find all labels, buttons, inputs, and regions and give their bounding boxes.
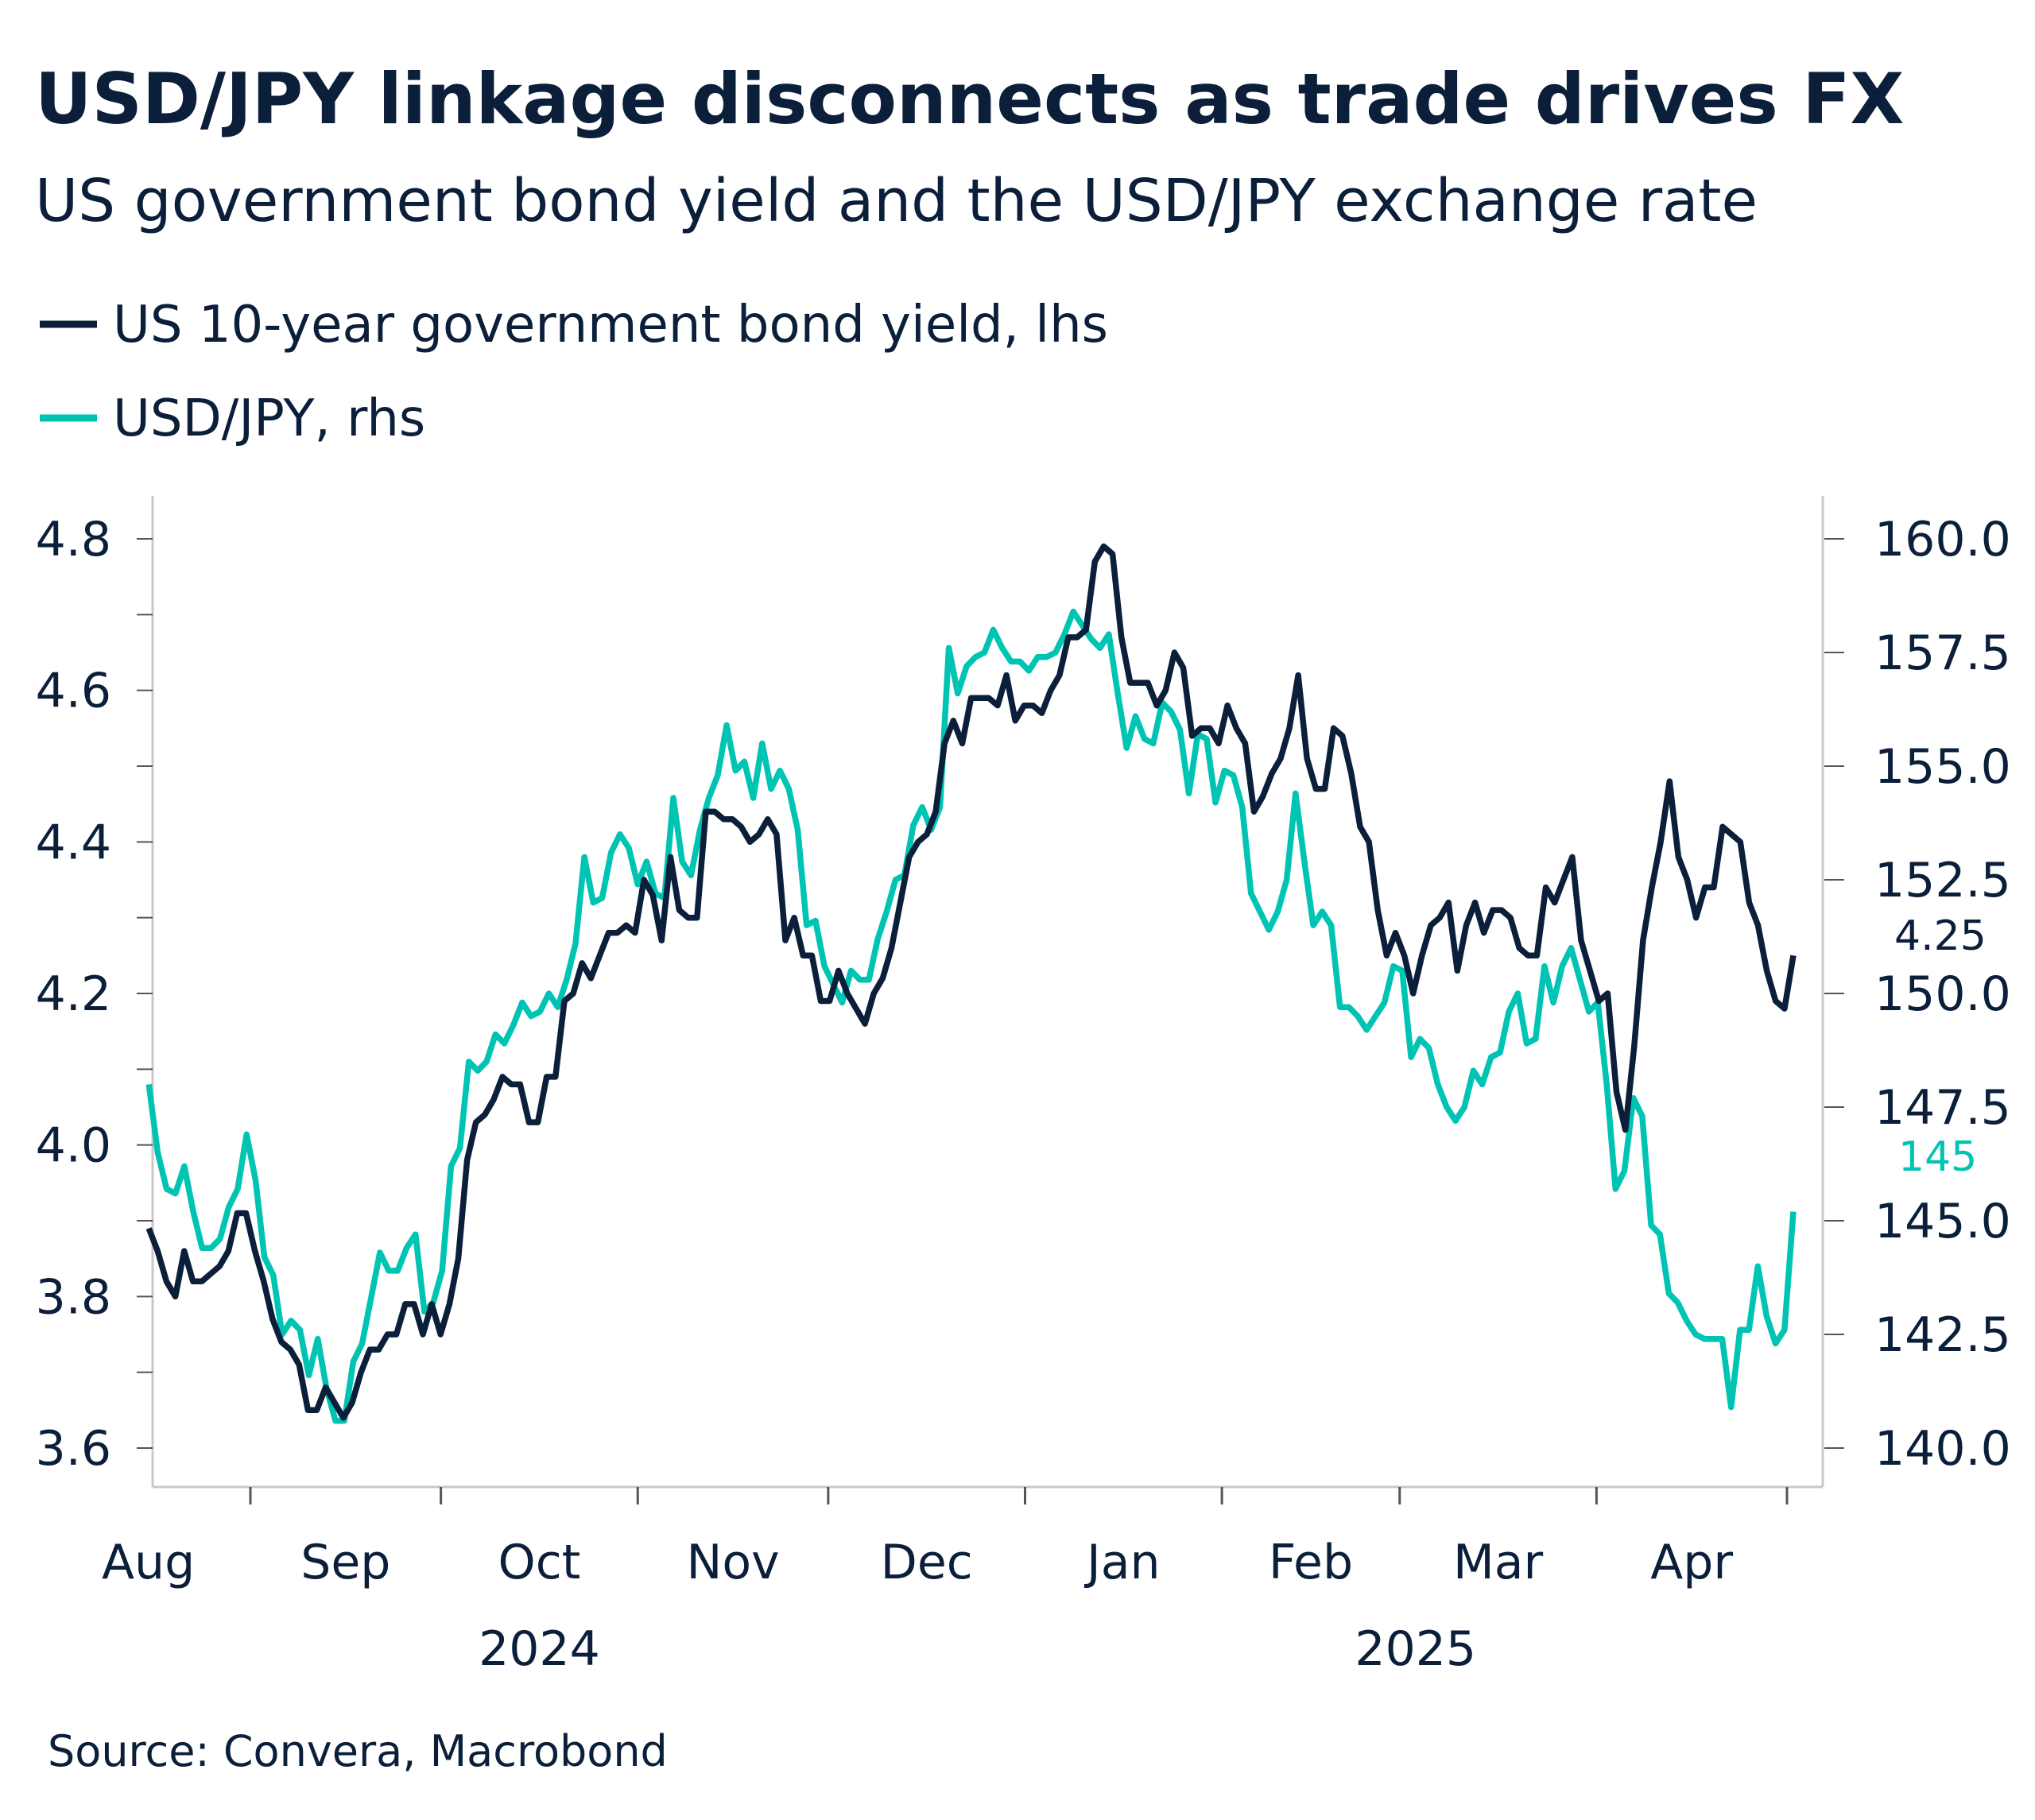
chart-subtitle: US government bond yield and the USD/JPY… [35,167,1758,235]
left-tick-label: 4.0 [36,1118,111,1174]
x-year-label: 2025 [1355,1621,1476,1677]
right-tick-label: 157.5 [1874,625,2011,681]
x-tick-label: Sep [300,1535,390,1590]
chart-title: USD/JPY linkage disconnects as trade dri… [35,58,1904,140]
right-tick-label: 155.0 [1874,739,2011,795]
x-tick-label: Apr [1650,1535,1733,1590]
right-tick-label: 140.0 [1874,1421,2011,1477]
legend-item-yield: US 10-year government bond yield, lhs [40,296,1108,354]
axes [151,496,1824,1489]
left-axis-ticks: 3.6 3.8 4.0 4.2 4.4 4.6 4.8 [36,512,153,1477]
legend-label-usdjpy: USD/JPY, rhs [113,389,425,448]
x-year-label: 2024 [479,1621,600,1677]
legend-label-yield: US 10-year government bond yield, lhs [113,296,1108,354]
source-note: Source: Convera, Macrobond [48,1726,668,1776]
x-tick-label: Feb [1269,1535,1353,1590]
left-tick-label: 4.4 [36,815,111,870]
x-tick-label: Mar [1453,1535,1544,1590]
series-line-usdjpy [145,608,1797,1424]
right-tick-label: 150.0 [1874,966,2011,1022]
end-label-usdjpy: 145 [1898,1133,1977,1181]
left-tick-label: 4.8 [36,512,111,567]
left-tick-label: 4.6 [36,664,111,719]
x-tick-label: Dec [881,1535,973,1590]
x-axis-ticks: Aug Sep Oct Nov Dec Jan Feb Mar Apr 2024 2025 [102,1487,1789,1677]
left-tick-label: 4.2 [36,966,111,1022]
right-tick-label: 160.0 [1874,512,2011,567]
right-axis-ticks: 140.0 142.5 145.0 147.5 150.0 152.5 155.0 157.5… [1824,512,2011,1477]
right-tick-label: 152.5 [1874,853,2011,908]
x-tick-label: Nov [687,1535,780,1590]
x-tick-label: Oct [498,1535,581,1590]
series-line-us10y-yield [145,543,1797,1421]
legend: US 10-year government bond yield, lhs US… [40,296,1108,448]
right-tick-label: 145.0 [1874,1194,2011,1249]
left-tick-label: 3.8 [36,1269,111,1325]
end-label-yield: 4.25 [1894,912,1987,960]
right-tick-label: 142.5 [1874,1307,2011,1363]
right-tick-label: 147.5 [1874,1080,2011,1136]
x-tick-label: Aug [102,1535,195,1590]
x-tick-label: Jan [1083,1535,1161,1590]
series-lines [145,543,1797,1424]
left-tick-label: 3.6 [36,1421,111,1477]
legend-item-usdjpy: USD/JPY, rhs [40,389,425,448]
